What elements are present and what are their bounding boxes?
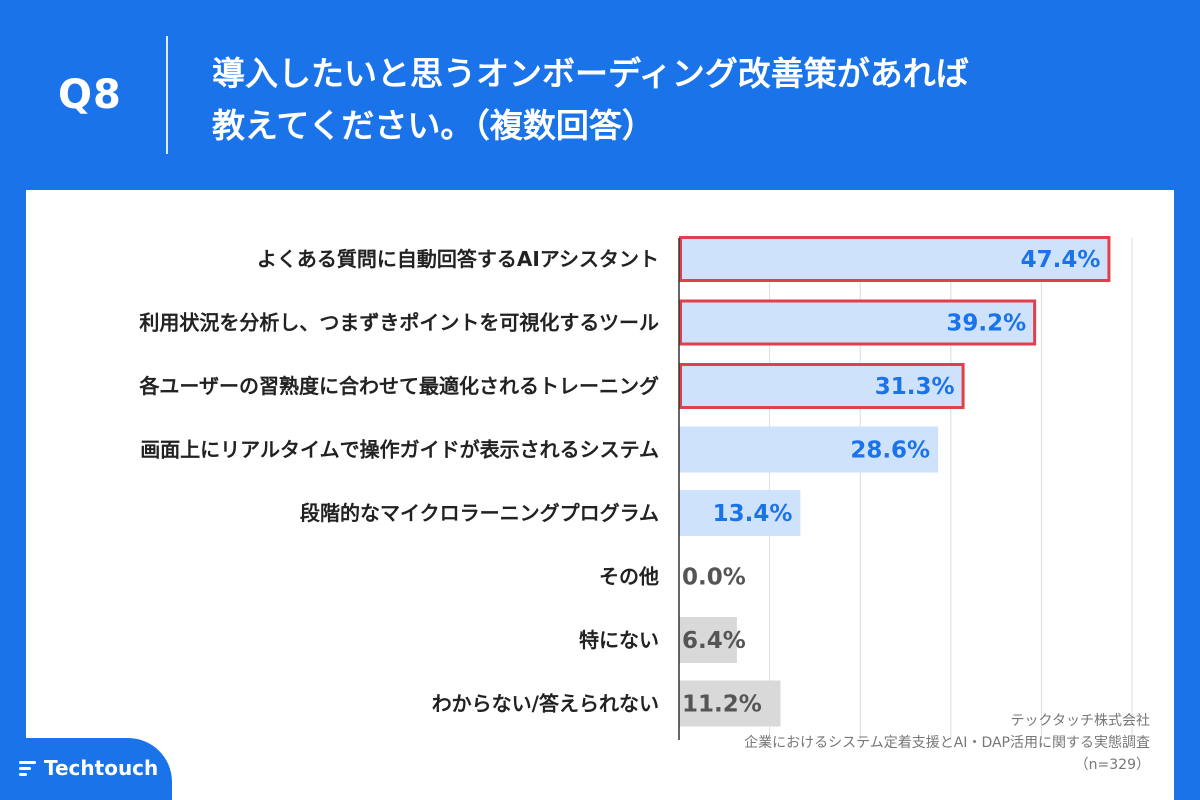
source-note: テックタッチ株式会社 企業におけるシステム定着支援とAI・DAP活用に関する実態… <box>744 710 1150 776</box>
value-label-1: 39.2% <box>946 311 1026 337</box>
bar-3 <box>679 426 939 473</box>
bar-2 <box>679 363 963 409</box>
highlight-box-0 <box>679 236 1111 282</box>
highlight-box-1 <box>679 299 1037 346</box>
highlight-box-2 <box>679 363 965 409</box>
value-label-2: 31.3% <box>875 374 955 400</box>
question-title-line-2: 教えてください。（複数回答） <box>212 106 655 145</box>
category-label-6: 特にない <box>579 628 659 652</box>
question-title-line-1: 導入したいと思うオンボーディング改善策があれば <box>212 54 969 93</box>
question-title: 導入したいと思うオンボーディング改善策があれば 教えてください。（複数回答） <box>212 48 1152 152</box>
logo-text: Techtouch <box>44 756 159 780</box>
category-label-0: よくある質問に自動回答するAIアシスタント <box>257 247 659 271</box>
value-label-7: 11.2% <box>682 692 762 718</box>
header: Q8 導入したいと思うオンボーディング改善策があれば 教えてください。（複数回答… <box>0 0 1200 190</box>
chart-card: よくある質問に自動回答するAIアシスタント 47.4% 利用状況を分析し、つまずきポ… <box>26 190 1174 800</box>
bar-4 <box>679 490 801 536</box>
logo-lines-icon <box>19 761 36 776</box>
category-label-5: その他 <box>599 565 659 589</box>
value-label-5: 0.0% <box>682 565 746 591</box>
category-label-1: 利用状況を分析し、つまずきポイントを可視化するツール <box>139 311 659 335</box>
bar-1 <box>679 299 1035 346</box>
bar-chart: よくある質問に自動回答するAIアシスタント 47.4% 利用状況を分析し、つまずきポ… <box>138 236 1133 740</box>
category-label-3: 画面上にリアルタイムで操作ガイドが表示されるシステム <box>140 438 659 462</box>
question-number: Q8 <box>58 72 122 118</box>
category-label-4: 段階的なマイクロラーニングプログラム <box>300 501 659 525</box>
bar-7 <box>679 680 781 727</box>
source-survey: 企業におけるシステム定着支援とAI・DAP活用に関する実態調査 <box>744 735 1150 751</box>
header-divider <box>166 36 168 154</box>
bar-6 <box>679 617 737 663</box>
techtouch-logo: Techtouch <box>18 756 158 780</box>
value-label-3: 28.6% <box>850 438 930 464</box>
value-label-0: 47.4% <box>1021 247 1101 273</box>
category-label-7: わからない/答えられない <box>432 692 659 716</box>
category-label-2: 各ユーザーの習熟度に合わせて最適化されるトレーニング <box>138 374 659 398</box>
source-company: テックタッチ株式会社 <box>1010 713 1150 729</box>
source-sample-size: （n=329） <box>1074 757 1150 773</box>
value-label-6: 6.4% <box>682 628 746 654</box>
value-label-4: 13.4% <box>713 501 793 527</box>
bar-0 <box>679 236 1109 282</box>
